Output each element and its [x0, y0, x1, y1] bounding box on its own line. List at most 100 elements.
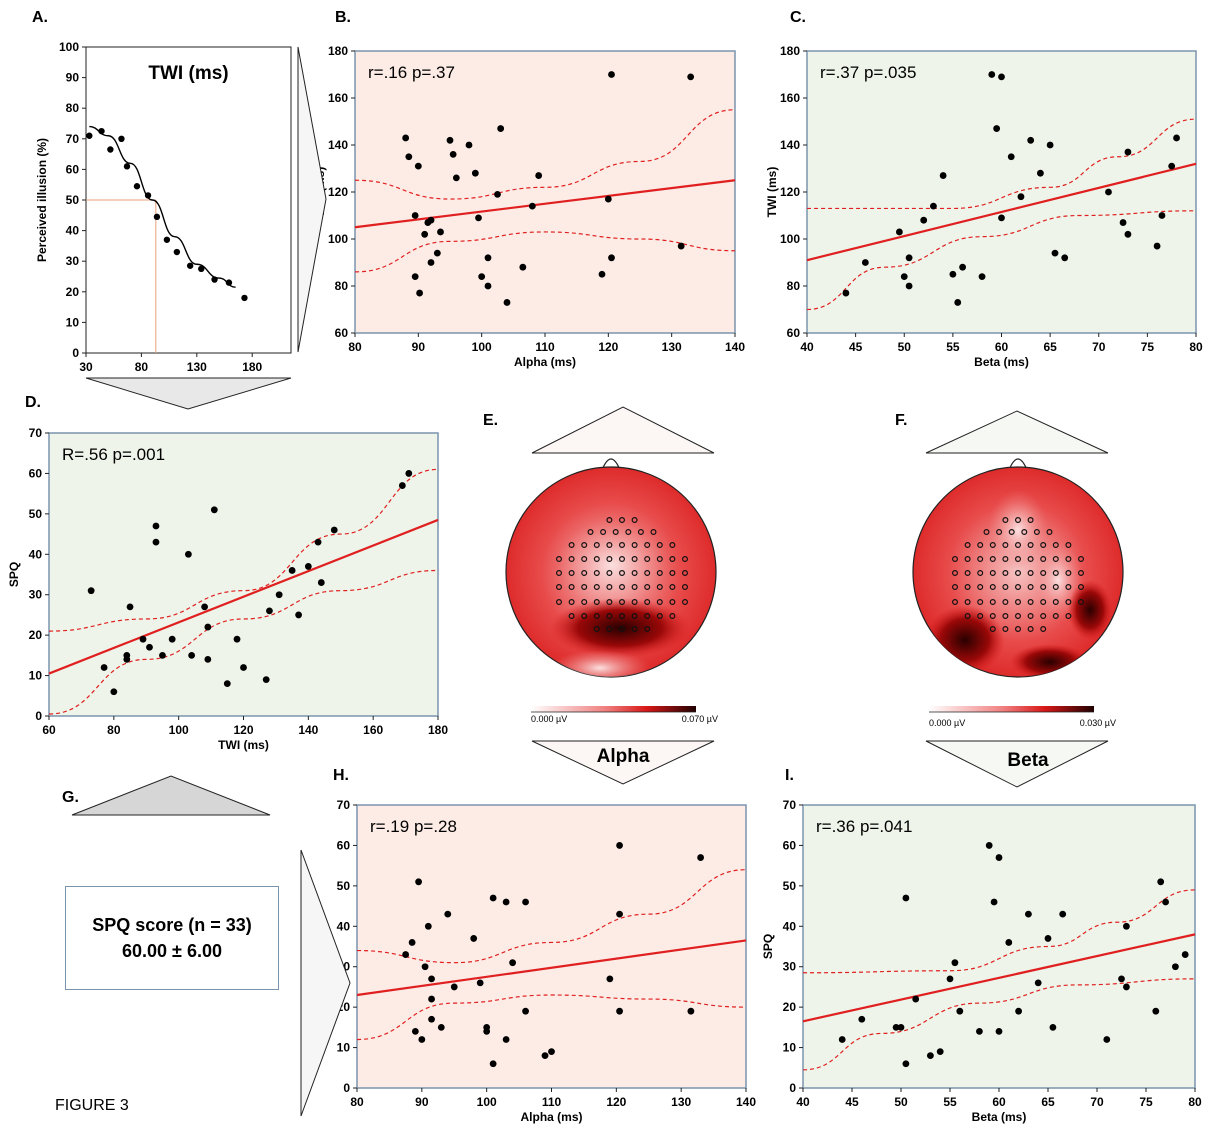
electrode-electrodes-E-45	[618, 583, 625, 590]
data-point-H-16	[483, 1028, 491, 1035]
y-tick-label-I-2: 20	[783, 1000, 797, 1014]
electrode-electrodes-F-41	[964, 583, 971, 590]
topomap-E: E. 0.000 µV 0.070 µV Alpha	[483, 412, 718, 767]
electrode-electrodes-E-30	[568, 569, 575, 576]
data-point-B-15	[475, 214, 482, 222]
data-point-I-10	[951, 959, 959, 967]
electrode-electrodes-E-74	[631, 625, 638, 632]
data-point-D-0	[87, 587, 95, 595]
data-point-I-0	[838, 1036, 846, 1043]
data-point-H-4	[418, 1036, 426, 1043]
y-tick-label-D-6: 60	[29, 466, 43, 480]
y-tick-label-I-0: 0	[789, 1081, 796, 1095]
electrode-electrodes-E-43	[593, 583, 600, 590]
data-point-C-2	[895, 228, 903, 236]
x-tick-label-I-4: 60	[992, 1095, 1006, 1109]
x-tick-label-A-2: 130	[187, 360, 207, 374]
y-tick-label-C-6: 180	[780, 44, 800, 58]
colorbar-min-E: 0.000 µV	[531, 714, 567, 724]
electrode-electrodes-F-30	[964, 569, 971, 576]
y-tick-label-H-0: 0	[343, 1081, 350, 1095]
arrow-up-F	[925, 410, 1109, 454]
data-point-D-11	[168, 635, 176, 643]
electrode-electrodes-F-32	[989, 569, 996, 576]
data-point-D-25	[295, 611, 303, 619]
y-axis-label-A: Perceived illusion (%)	[35, 138, 49, 262]
plot-area-I	[802, 804, 1196, 1089]
x-tick-label-I-6: 70	[1090, 1095, 1104, 1109]
ci-upper-D	[48, 468, 439, 632]
chart-title-A: TWI (ms)	[148, 63, 228, 84]
electrode-electrodes-F-56	[1014, 598, 1021, 605]
x-tick-label-B-6: 140	[725, 340, 745, 354]
data-point-D-20	[240, 664, 247, 671]
data-point-C-24	[1105, 188, 1112, 196]
data-point-D-31	[405, 470, 413, 477]
data-point-C-5	[905, 282, 913, 290]
electrode-electrodes-E-56	[618, 598, 625, 605]
x-tick-label-B-3: 110	[535, 340, 555, 354]
electrode-electrodes-F-61	[1077, 598, 1084, 605]
electrode-electrodes-E-73	[618, 625, 625, 632]
electrode-electrodes-E-64	[593, 612, 600, 619]
data-point-H-27	[616, 910, 623, 918]
data-point-A-8	[163, 236, 171, 243]
ci-lower-H	[356, 994, 747, 1041]
electrode-electrodes-F-47	[1040, 583, 1047, 590]
electrode-electrodes-F-22	[1002, 555, 1009, 562]
data-point-H-12	[450, 983, 458, 991]
plot-area-C	[806, 50, 1197, 334]
data-point-I-8	[936, 1048, 944, 1056]
colorbar-min-F: 0.000 µV	[929, 718, 965, 728]
chart-A: A. 0 10 20 30 40 50 60 70 80 90 100 30 80 130 180 Percei…	[32, 9, 292, 374]
electrode-electrodes-F-15	[1040, 541, 1047, 548]
y-axis-label-D: SPQ	[7, 562, 21, 587]
y-tick-label-I-4: 40	[783, 919, 797, 933]
data-point-A-14	[241, 294, 248, 302]
electrode-electrodes-E-68	[644, 612, 651, 619]
data-point-C-18	[1017, 193, 1025, 201]
electrode-electrodes-F-20	[977, 555, 984, 562]
y-tick-label-H-1: 10	[337, 1041, 351, 1055]
data-point-D-18	[223, 680, 231, 688]
arrow-up-G	[71, 775, 271, 816]
data-point-I-30	[1162, 898, 1169, 906]
data-point-B-9	[437, 228, 444, 236]
electrode-electrodes-F-42	[977, 583, 984, 590]
data-point-B-1	[405, 153, 413, 161]
data-point-C-27	[1124, 148, 1132, 156]
data-point-C-25	[1119, 219, 1127, 226]
data-point-B-16	[478, 273, 486, 280]
data-point-H-17	[489, 894, 497, 902]
regression-line-C	[806, 162, 1197, 262]
data-point-A-6	[144, 192, 152, 199]
data-point-D-29	[330, 526, 338, 534]
data-point-B-4	[421, 230, 429, 238]
data-point-H-13	[470, 935, 478, 942]
electrode-electrodes-F-70	[1065, 612, 1072, 619]
x-tick-label-D-2: 100	[169, 723, 189, 737]
spq-summary-box: SPQ score (n = 33) 60.00 ± 6.00	[65, 886, 279, 990]
data-point-H-26	[606, 975, 614, 983]
regression-line-D	[48, 518, 439, 675]
data-point-A-0	[86, 132, 93, 139]
x-tick-label-B-2: 100	[472, 340, 492, 354]
data-point-C-23	[1061, 254, 1069, 262]
data-point-D-6	[139, 635, 147, 643]
electrode-electrodes-F-4	[996, 528, 1003, 535]
data-point-C-26	[1124, 230, 1132, 238]
y-tick-label-C-5: 160	[780, 91, 800, 105]
y-tick-label-A-4: 40	[66, 224, 80, 238]
electrode-electrodes-F-71	[989, 625, 996, 632]
electrode-electrodes-E-40	[555, 583, 562, 590]
electrode-electrodes-E-28	[681, 555, 688, 562]
y-axis-label-I: SPQ	[761, 934, 775, 959]
electrode-electrodes-F-36	[1040, 569, 1047, 576]
x-axis-label-D: TWI (ms)	[218, 738, 269, 752]
electrode-electrodes-F-74	[1027, 625, 1034, 632]
y-tick-label-D-0: 0	[35, 709, 42, 723]
data-point-B-25	[598, 270, 606, 278]
electrode-electrodes-E-16	[656, 541, 663, 548]
data-point-A-5	[133, 183, 141, 190]
data-point-D-2	[110, 688, 118, 696]
